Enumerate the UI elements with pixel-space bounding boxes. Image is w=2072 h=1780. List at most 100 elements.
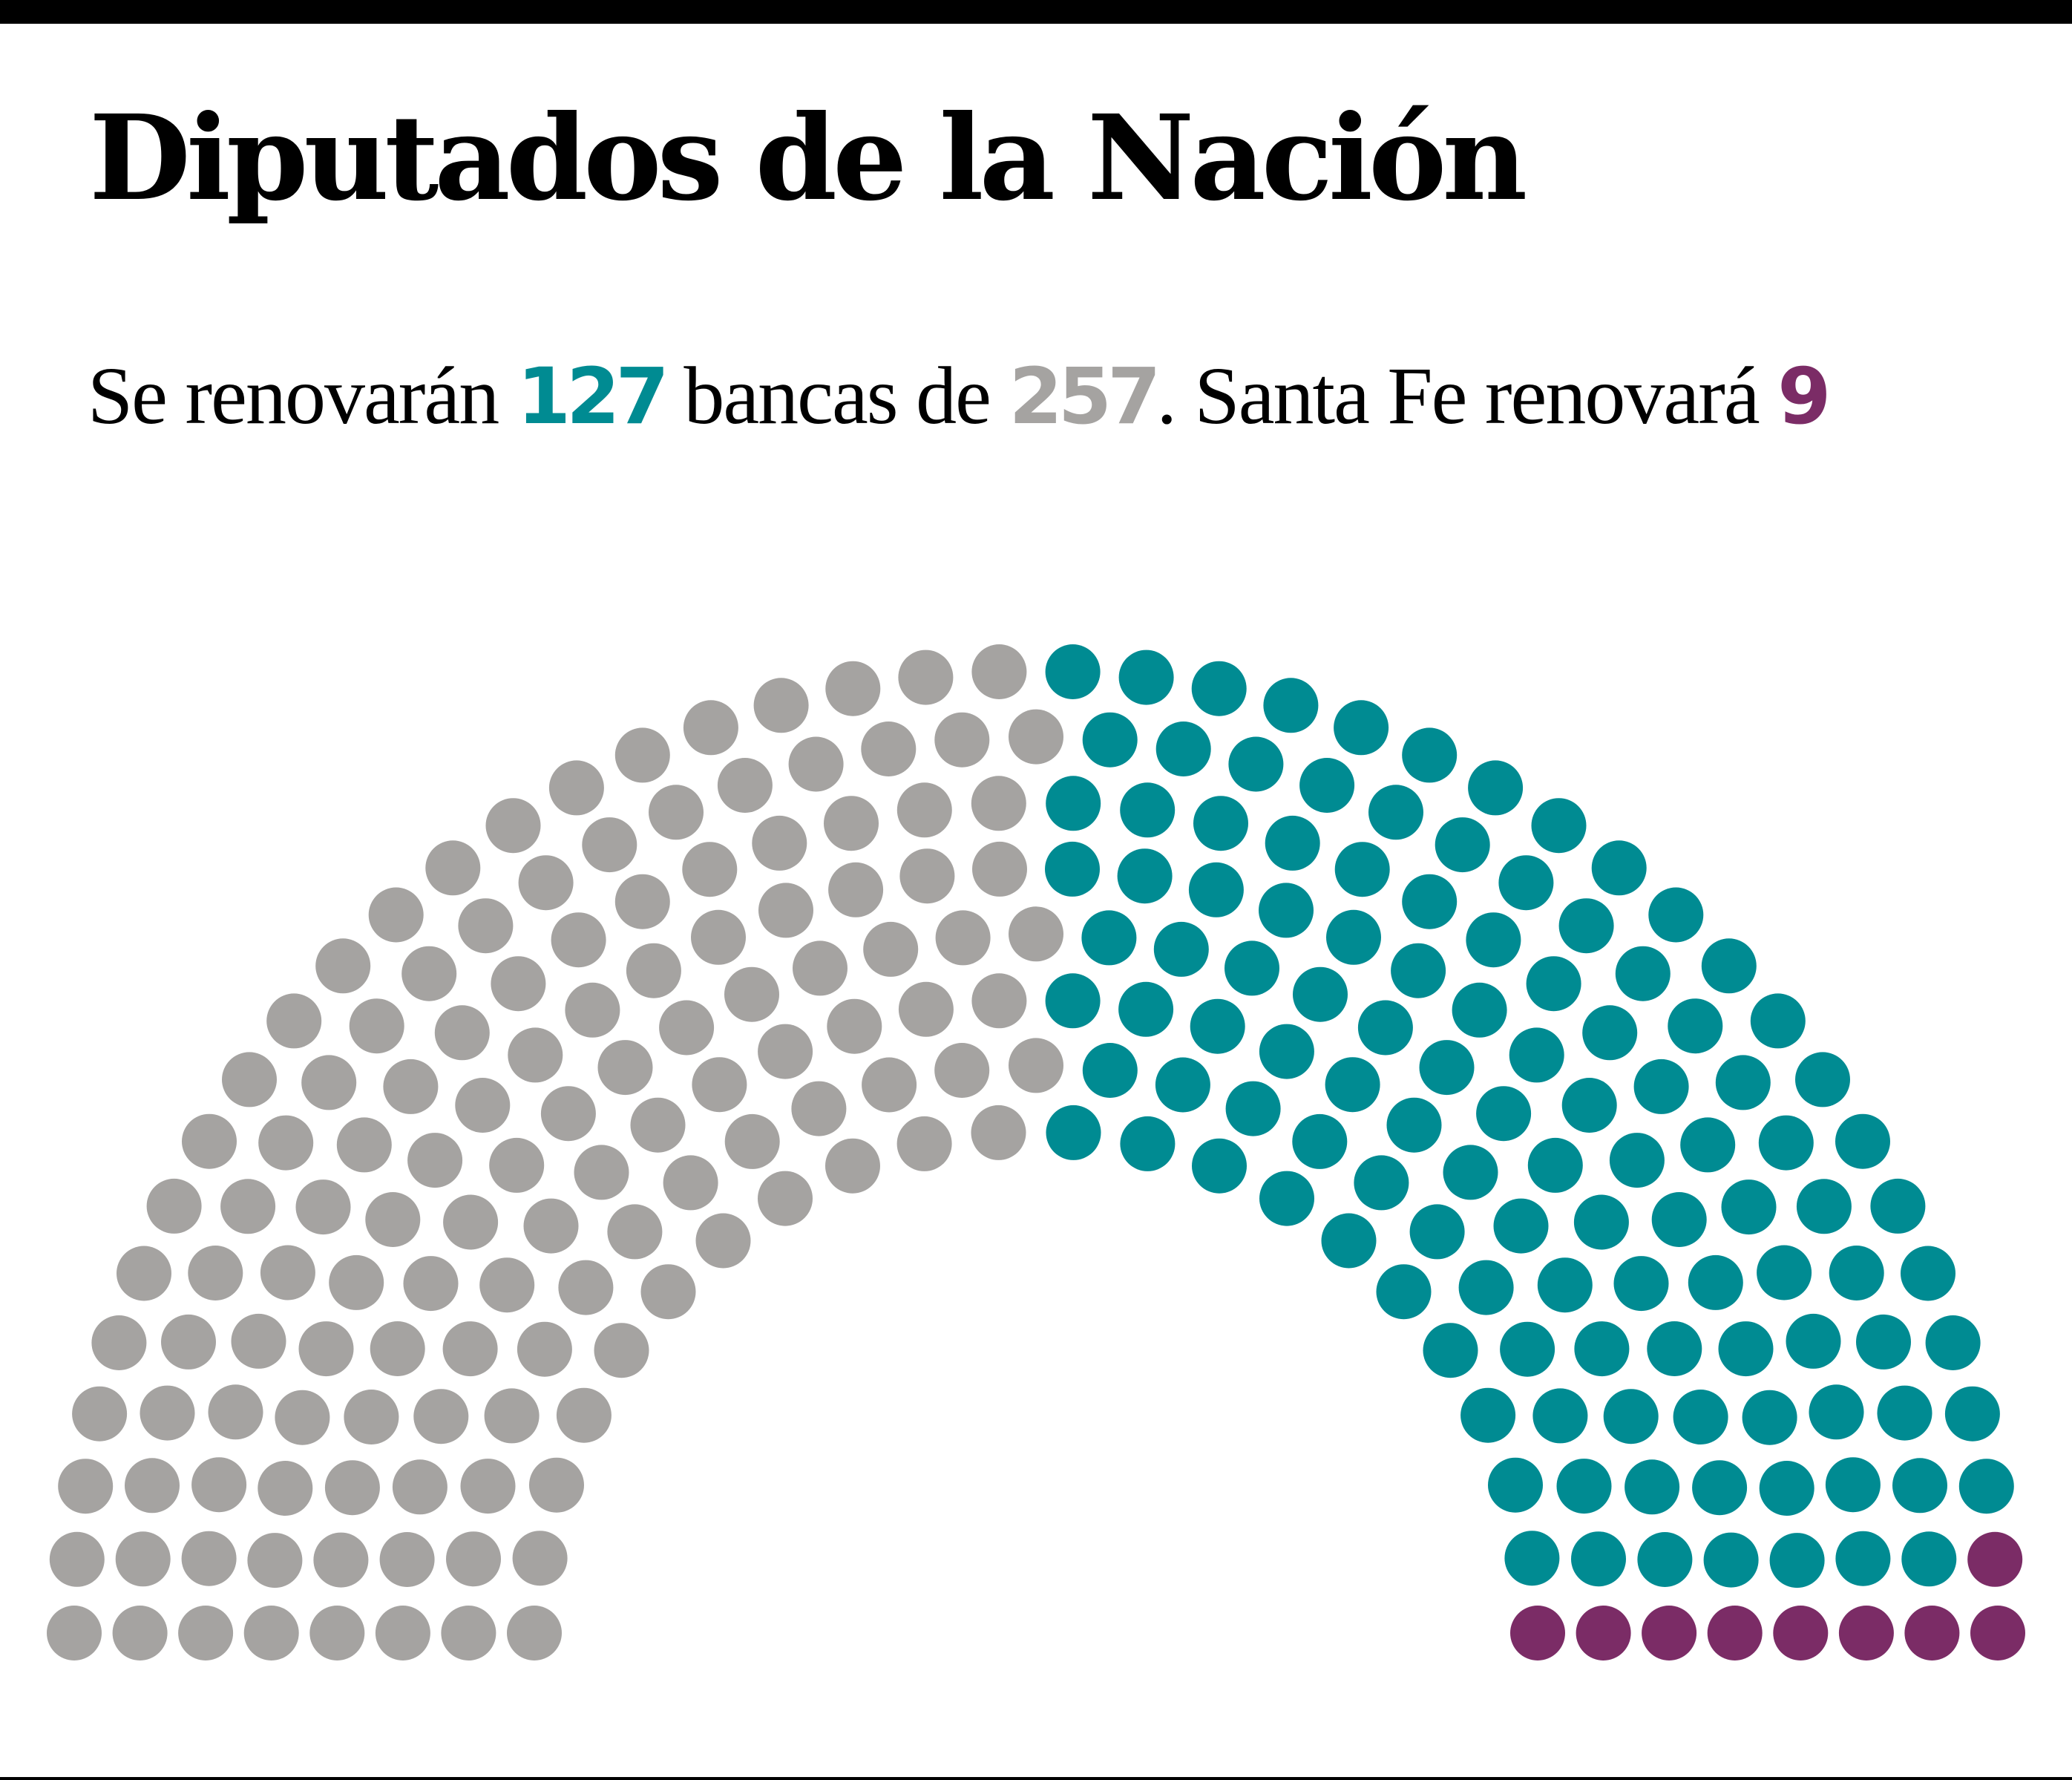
seat-dot bbox=[1046, 1105, 1101, 1160]
seat-dot bbox=[1668, 998, 1723, 1054]
seat-dot bbox=[529, 1457, 584, 1513]
seat-dot bbox=[1769, 1533, 1825, 1588]
seat-dot bbox=[682, 842, 738, 897]
seat-dot bbox=[582, 817, 637, 873]
seat-dot bbox=[1292, 1113, 1348, 1169]
seat-dot bbox=[1510, 1606, 1565, 1660]
seat-dot bbox=[1263, 678, 1319, 733]
seat-dot bbox=[626, 943, 681, 998]
seat-dot bbox=[518, 855, 574, 911]
total-count: 257 bbox=[1009, 351, 1161, 442]
seat-dot bbox=[1561, 1078, 1617, 1133]
seat-dot bbox=[507, 1606, 562, 1660]
seat-dot bbox=[403, 1256, 459, 1312]
seat-dot bbox=[1452, 982, 1507, 1038]
seat-dot bbox=[315, 938, 371, 994]
seat-dot bbox=[1718, 1321, 1774, 1377]
seat-dot bbox=[1498, 855, 1554, 911]
bottom-rule bbox=[0, 1777, 2072, 1780]
seat-dot bbox=[1299, 758, 1355, 813]
seat-dot bbox=[1835, 1113, 1890, 1169]
seat-dot bbox=[1556, 1459, 1612, 1514]
seat-dot bbox=[1082, 1043, 1138, 1098]
seat-dot bbox=[458, 898, 514, 954]
seat-dot bbox=[1838, 1606, 1894, 1660]
seat-dot bbox=[1701, 938, 1757, 994]
seat-dot bbox=[1532, 1388, 1588, 1444]
seat-dot bbox=[1613, 1256, 1669, 1312]
seat-dot bbox=[344, 1390, 399, 1444]
seat-dot bbox=[49, 1531, 105, 1587]
seat-dot bbox=[649, 785, 704, 840]
seat-dot bbox=[551, 912, 606, 968]
seat-dot bbox=[1715, 1055, 1771, 1110]
seat-dot bbox=[1757, 1245, 1812, 1300]
seat-dot bbox=[825, 661, 881, 716]
seat-dot bbox=[442, 1321, 498, 1377]
seat-dot bbox=[683, 700, 738, 756]
seat-dot bbox=[1466, 912, 1521, 968]
seat-dot bbox=[112, 1606, 168, 1660]
seat-dot bbox=[1402, 874, 1458, 929]
seat-dot bbox=[1476, 1086, 1532, 1142]
top-bar bbox=[0, 0, 2072, 24]
seat-dot bbox=[1680, 1117, 1736, 1173]
seat-dot bbox=[181, 1531, 237, 1586]
seat-dot bbox=[1944, 1386, 2000, 1442]
seat-dot bbox=[1468, 760, 1524, 816]
seat-dot bbox=[523, 1198, 579, 1254]
seat-dot bbox=[1795, 1052, 1850, 1107]
seat-dot bbox=[231, 1313, 286, 1369]
seat-dot bbox=[1829, 1246, 1884, 1300]
seat-dot bbox=[1527, 1137, 1583, 1193]
seat-dot bbox=[1009, 1038, 1063, 1093]
seat-dot bbox=[862, 1057, 917, 1113]
seat-dot bbox=[484, 1388, 540, 1444]
seat-dot bbox=[379, 1532, 435, 1587]
seat-dot bbox=[1155, 1057, 1210, 1113]
seat-dot bbox=[1386, 1097, 1442, 1153]
seat-dot bbox=[370, 1321, 425, 1376]
seat-dot bbox=[896, 1116, 952, 1171]
seat-dot bbox=[1742, 1390, 1797, 1445]
seat-dot bbox=[434, 1005, 490, 1061]
seat-dot bbox=[971, 776, 1026, 831]
seat-dot bbox=[934, 1043, 990, 1098]
seat-dot bbox=[1190, 998, 1245, 1054]
seat-dot bbox=[1321, 1213, 1377, 1269]
seat-dot bbox=[208, 1384, 263, 1440]
seat-dot bbox=[1419, 1040, 1475, 1096]
seat-dot bbox=[58, 1459, 114, 1514]
seat-dot bbox=[724, 966, 779, 1022]
seat-dot bbox=[1334, 842, 1390, 897]
seat-dot bbox=[298, 1321, 354, 1377]
seat-dot bbox=[117, 1246, 171, 1301]
seat-dot bbox=[1265, 815, 1320, 871]
seat-dot bbox=[1573, 1194, 1629, 1250]
seat-dot bbox=[479, 1257, 535, 1313]
seat-dot bbox=[1435, 817, 1490, 873]
seat-dot bbox=[1082, 712, 1138, 768]
seat-dot bbox=[1856, 1314, 1911, 1370]
seat-dot bbox=[365, 1192, 421, 1247]
seat-dot bbox=[758, 1171, 813, 1226]
seat-dot bbox=[1325, 1057, 1380, 1113]
seat-dot bbox=[828, 862, 884, 917]
seat-dot bbox=[663, 1155, 718, 1211]
subtitle-text-3: . Santa Fe renovará bbox=[1156, 350, 1778, 441]
seat-dot bbox=[971, 973, 1027, 1029]
seat-dot bbox=[934, 712, 990, 768]
seat-dot bbox=[1633, 1058, 1689, 1114]
seat-dot bbox=[1120, 782, 1176, 838]
seat-dot bbox=[455, 1078, 511, 1133]
seat-dot bbox=[896, 782, 952, 838]
seat-dot bbox=[313, 1532, 369, 1588]
seat-dot bbox=[1688, 1254, 1743, 1310]
seat-dot bbox=[1531, 798, 1587, 854]
seat-dot bbox=[336, 1117, 392, 1173]
seat-dot bbox=[691, 909, 746, 965]
seat-dot bbox=[1958, 1459, 2014, 1514]
seat-dot bbox=[140, 1385, 195, 1441]
seat-dot bbox=[1809, 1384, 1864, 1440]
seat-dot bbox=[1120, 1116, 1176, 1171]
